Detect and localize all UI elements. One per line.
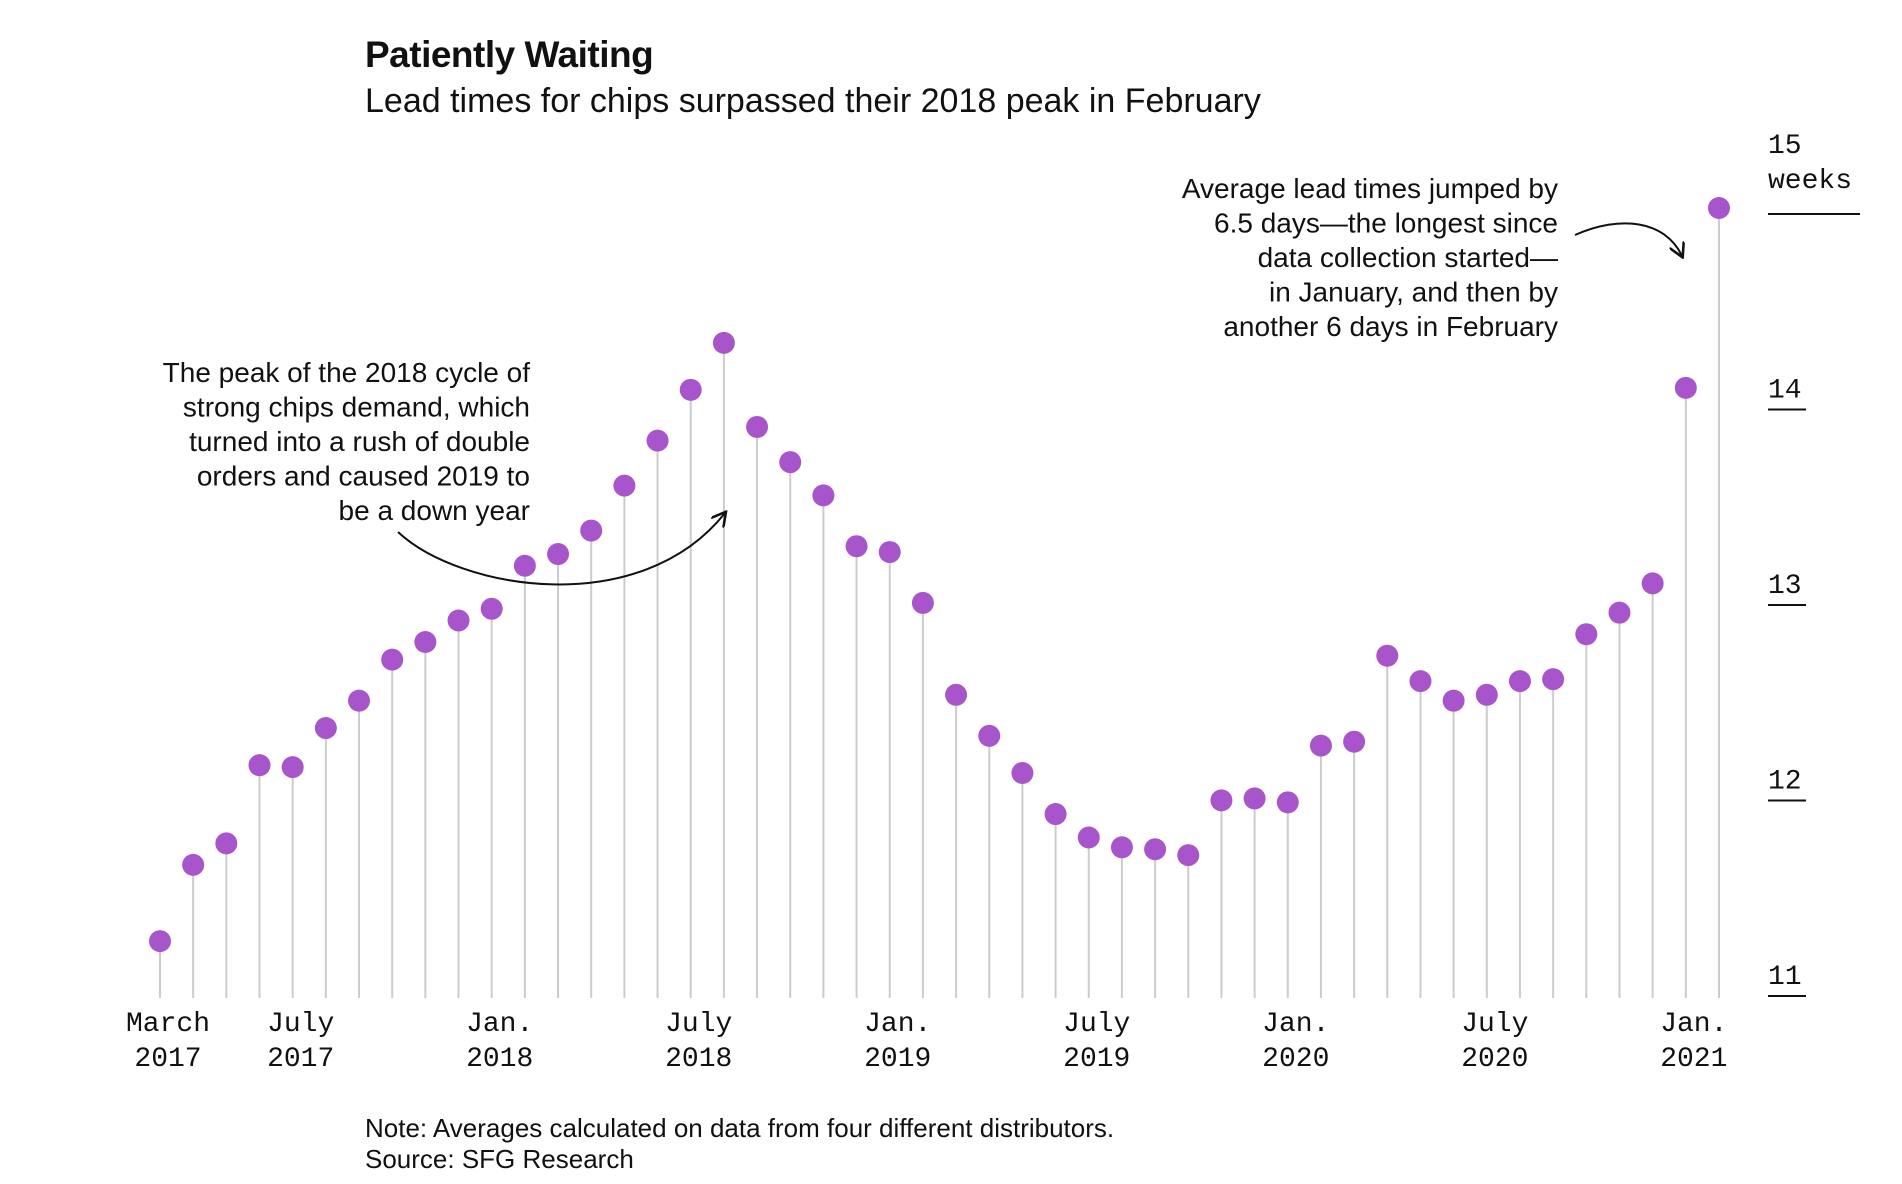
x-tick-label: March [126, 1009, 210, 1040]
data-point [1575, 623, 1598, 646]
data-point [547, 543, 570, 566]
stems-layer [159, 208, 1720, 998]
data-point [414, 631, 437, 654]
data-point [447, 609, 470, 632]
data-point [1210, 789, 1233, 812]
data-point [1044, 803, 1067, 826]
data-point [215, 832, 238, 855]
x-tick-label: Jan. [1660, 1009, 1727, 1040]
annotation-peak-2018-line: The peak of the 2018 cycle of [163, 357, 531, 388]
annotation-jump-2021-line: 6.5 days—the longest since [1214, 208, 1558, 239]
x-tick-label: 2017 [267, 1044, 334, 1075]
data-point [878, 541, 901, 564]
annotation-jump-2021-arrow [1574, 222, 1682, 256]
data-point [480, 597, 503, 620]
y-tick-label: 11 [1768, 962, 1802, 993]
x-tick-label: Jan. [864, 1009, 931, 1040]
data-point [580, 519, 603, 542]
data-point [978, 724, 1001, 747]
annotation-peak-2018-line: strong chips demand, which [183, 392, 530, 423]
annotation-jump-2021-line: Average lead times jumped by [1182, 173, 1558, 204]
data-point [1608, 601, 1631, 624]
annotations-layer: The peak of the 2018 cycle of strong chip… [163, 173, 1682, 586]
data-point [945, 683, 968, 706]
data-point [845, 535, 868, 558]
data-point [1409, 670, 1432, 693]
chart-source: Source: SFG Research [365, 1144, 634, 1174]
x-tick-label: Jan. [1262, 1009, 1329, 1040]
dots-layer [149, 197, 1730, 953]
data-point [248, 754, 271, 777]
data-point [1376, 644, 1399, 667]
y-axis: 11 12 13 14 15 weeks [1768, 131, 1860, 997]
data-point [1077, 826, 1100, 849]
data-point [1641, 572, 1664, 595]
data-point [149, 930, 171, 953]
data-point [1508, 670, 1531, 693]
chart-note: Note: Averages calculated on data from f… [365, 1113, 1115, 1143]
x-tick-label: July [665, 1009, 732, 1040]
x-tick-label: Jan. [466, 1009, 533, 1040]
x-axis: March 2017 July 2017 Jan. 2018 July 2018 Jan. 201… [126, 1009, 1727, 1075]
y-tick-label: 15 [1768, 131, 1802, 162]
y-unit-label: weeks [1768, 166, 1852, 197]
data-point [1674, 376, 1697, 399]
data-point [1442, 689, 1465, 712]
data-point [1707, 197, 1730, 219]
annotation-peak-2018-line: be a down year [339, 495, 530, 526]
data-point [1276, 791, 1299, 814]
x-tick-label: July [267, 1009, 334, 1040]
annotation-jump-2021-line: data collection started— [1258, 242, 1558, 273]
data-point [281, 756, 304, 779]
x-tick-label: July [1063, 1009, 1130, 1040]
data-point [1542, 668, 1565, 691]
y-tick-label: 12 [1768, 767, 1802, 798]
x-tick-label: 2019 [1063, 1044, 1130, 1075]
x-tick-label: July [1461, 1009, 1528, 1040]
annotation-peak-2018-line: turned into a rush of double [189, 426, 530, 457]
data-point [1144, 838, 1167, 861]
data-point [1243, 787, 1266, 810]
data-point [1475, 683, 1498, 706]
x-tick-label: 2019 [864, 1044, 931, 1075]
x-tick-label: 2017 [134, 1044, 201, 1075]
data-point [1343, 730, 1366, 753]
data-point [1309, 734, 1332, 757]
data-point [712, 331, 735, 354]
data-point [381, 648, 404, 671]
data-point [911, 591, 934, 614]
data-point [348, 689, 371, 712]
data-point [646, 429, 669, 452]
data-point [1011, 761, 1034, 784]
chart-subtitle: Lead times for chips surpassed their 201… [365, 82, 1261, 120]
y-tick-label: 13 [1768, 571, 1802, 602]
y-tick-label: 14 [1768, 376, 1802, 407]
annotation-jump-2021-line: in January, and then by [1269, 277, 1558, 308]
data-point [679, 378, 702, 401]
data-point [314, 717, 337, 740]
data-point [1110, 836, 1133, 859]
annotation-jump-2021: Average lead times jumped by 6.5 days—the… [1182, 173, 1682, 342]
data-point [182, 853, 205, 876]
data-point [779, 451, 802, 474]
data-point [812, 484, 835, 507]
annotation-peak-2018-arrow [397, 513, 725, 586]
data-point [613, 474, 636, 497]
data-point [513, 554, 536, 577]
x-tick-label: 2018 [466, 1044, 533, 1075]
x-tick-label: 2020 [1262, 1044, 1329, 1075]
annotation-jump-2021-line: another 6 days in February [1223, 311, 1558, 342]
x-tick-label: 2020 [1461, 1044, 1528, 1075]
annotation-peak-2018-line: orders and caused 2019 to [197, 461, 530, 492]
chart-title: Patiently Waiting [365, 34, 654, 75]
x-tick-label: 2018 [665, 1044, 732, 1075]
annotation-peak-2018: The peak of the 2018 cycle of strong chip… [163, 357, 725, 586]
data-point [1177, 844, 1200, 867]
x-tick-label: 2021 [1660, 1044, 1727, 1075]
data-point [746, 415, 769, 438]
